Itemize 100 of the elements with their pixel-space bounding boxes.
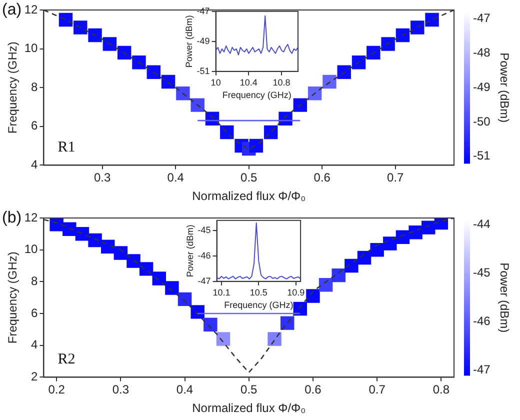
point — [176, 86, 190, 100]
x-tick-label: 0.6 — [304, 382, 322, 397]
x-tick-label: 10.9 — [287, 287, 305, 298]
color-bar-label: -47 — [473, 11, 491, 26]
point — [308, 86, 322, 100]
x-tick-label: 0.3 — [94, 170, 112, 185]
point — [381, 37, 395, 51]
x-tick-label: 10.8 — [272, 77, 290, 88]
point — [421, 220, 436, 234]
x-tick-label: 0.7 — [368, 382, 386, 397]
point — [117, 46, 132, 60]
point — [396, 230, 410, 244]
x-tick-label: 10.1 — [212, 287, 230, 298]
point — [425, 12, 439, 27]
color-bar-label: -45 — [473, 266, 491, 280]
y-tick-label: 10 — [24, 242, 38, 256]
point — [114, 246, 128, 260]
x-axis-title: Frequency (GHz) — [224, 300, 294, 310]
x-tick-label: 0.7 — [387, 170, 404, 185]
y-axis-title: Frequency (GHz) — [6, 42, 20, 134]
point — [190, 305, 204, 319]
point — [216, 332, 230, 346]
point — [344, 258, 358, 273]
y-tick-label: -47 — [198, 276, 211, 286]
point — [318, 278, 333, 292]
point — [152, 272, 166, 286]
y-tick-label: 8 — [31, 274, 38, 288]
point — [74, 20, 88, 34]
y-tick-label: 2 — [31, 370, 38, 384]
point — [126, 254, 140, 268]
point — [337, 65, 351, 79]
point — [410, 20, 424, 34]
point — [249, 138, 264, 153]
y-tick-label: -46 — [198, 250, 211, 260]
y-tick-label: -51 — [196, 66, 210, 76]
point — [352, 56, 366, 70]
y-axis-title: Frequency (GHz) — [6, 252, 20, 344]
point — [132, 56, 146, 70]
y-tick-label: 10 — [24, 41, 38, 56]
color-bar-label: -46 — [473, 314, 491, 328]
point — [366, 46, 380, 60]
annotation: R1 — [58, 140, 76, 156]
x-tick-label: 0.3 — [112, 382, 130, 397]
y-tick-label: 8 — [31, 80, 38, 94]
point — [62, 222, 76, 236]
point — [280, 316, 294, 330]
point — [88, 28, 102, 42]
point — [75, 227, 90, 241]
point — [102, 37, 117, 51]
x-tick-label: 0.4 — [167, 170, 184, 185]
point — [204, 318, 218, 332]
annotation: R2 — [58, 352, 76, 368]
y-tick-label: -49 — [196, 36, 210, 46]
point — [396, 28, 410, 42]
point — [190, 98, 204, 112]
color-bar-title: Power (dBm) — [498, 52, 512, 123]
y-tick-label: 4 — [31, 158, 38, 172]
point — [165, 281, 179, 295]
x-axis-title: Frequency (GHz) — [222, 90, 292, 100]
point — [293, 98, 308, 112]
point — [161, 74, 176, 89]
point — [58, 12, 73, 27]
color-bar-label: -47 — [473, 362, 491, 377]
y-tick-label: -45 — [198, 225, 211, 236]
y-tick-label: 6 — [31, 118, 38, 133]
point — [139, 262, 154, 276]
x-tick-label: 0.5 — [240, 382, 258, 397]
point — [220, 125, 234, 140]
x-tick-label: 0.6 — [314, 170, 331, 185]
color-bar-label: -50 — [473, 114, 491, 128]
point — [322, 74, 336, 89]
x-tick-label: 0.5 — [240, 170, 258, 185]
point — [264, 125, 278, 140]
x-tick-label: 0.2 — [48, 382, 66, 397]
color-bar-label: -49 — [473, 80, 491, 94]
point — [88, 233, 102, 248]
point — [357, 250, 372, 265]
text: (a) — [2, 1, 22, 18]
x-tick-label: 10.4 — [240, 77, 258, 88]
y-tick-label: 6 — [31, 306, 38, 320]
point — [370, 242, 384, 257]
x-axis-title: Normalized flux Φ/Φ₀ — [192, 189, 306, 204]
y-tick-label: 12 — [24, 210, 38, 224]
x-tick-label: 0.4 — [176, 382, 194, 397]
y-axis-title: Power (dBm) — [184, 224, 195, 278]
x-tick-label: 10 — [210, 77, 221, 88]
point — [268, 332, 282, 346]
point — [306, 289, 320, 303]
y-axis-title: Power (dBm) — [184, 15, 194, 68]
x-tick-label: 10.5 — [250, 287, 268, 298]
color-bar-label: -48 — [473, 46, 491, 60]
point — [383, 236, 397, 250]
text: (b) — [2, 209, 22, 226]
y-tick-label: 12 — [24, 2, 38, 16]
y-tick-label: 4 — [31, 338, 38, 352]
point — [146, 65, 160, 79]
color-bar-title: Power (dBm) — [498, 262, 512, 333]
x-axis-title: Normalized flux Φ/Φ₀ — [192, 401, 306, 416]
x-tick-label: 0.8 — [432, 382, 450, 397]
point — [178, 292, 192, 306]
